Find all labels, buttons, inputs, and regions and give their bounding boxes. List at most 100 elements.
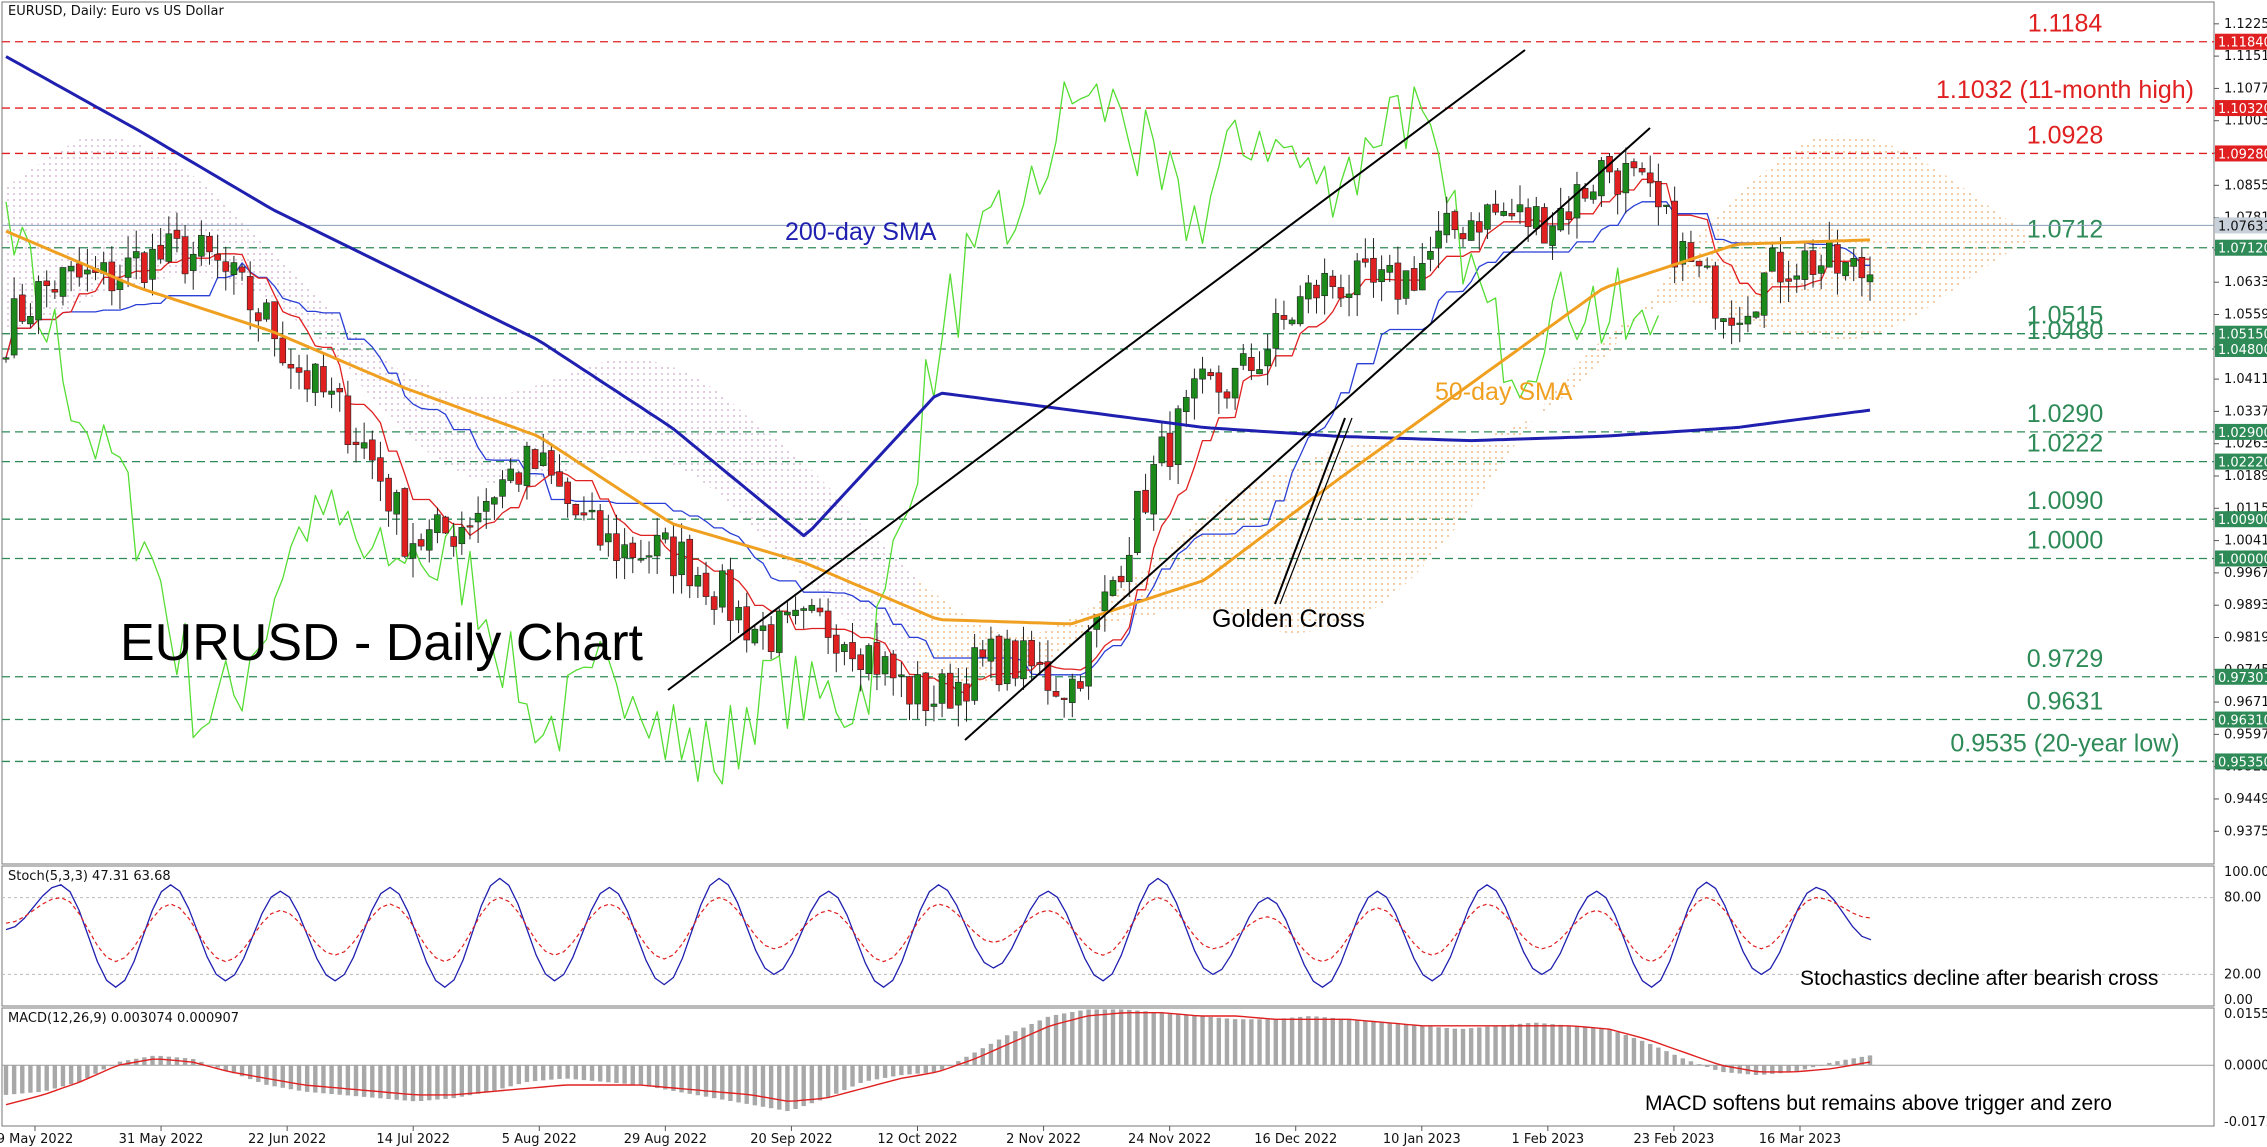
macd-bar	[1257, 1019, 1262, 1066]
price-panel-frame	[1, 1, 2215, 865]
macd-bar	[1298, 1016, 1303, 1066]
candle-bull	[1760, 272, 1768, 316]
level-axis-box	[2215, 550, 2267, 567]
candle-bear	[51, 289, 59, 293]
macd-bar	[1631, 1037, 1637, 1066]
macd-bar	[1387, 1022, 1392, 1066]
level-axis-box	[2215, 453, 2267, 470]
price-y-axis: 1.122501.115101.107701.100301.092901.085…	[2214, 17, 2267, 839]
macd-bar	[817, 1065, 823, 1101]
candle-bear	[629, 542, 637, 558]
candle-bull	[678, 541, 685, 576]
level-axis-label: 0.95350	[2218, 755, 2267, 770]
candle-bear	[1858, 257, 1866, 279]
candle-bull	[1321, 273, 1328, 297]
candle-bear	[255, 312, 262, 322]
macd-bar	[785, 1065, 790, 1112]
macd-bar	[1420, 1025, 1425, 1066]
candle-bull	[1101, 591, 1109, 612]
macd-bar	[1452, 1028, 1458, 1066]
level-axis-box	[2215, 423, 2267, 440]
candle-bull	[132, 251, 140, 259]
macd-bar	[980, 1048, 985, 1066]
candle-bear	[214, 253, 221, 261]
x-tick-label: 2 Nov 2022	[1006, 1132, 1081, 1147]
candle-bull	[1720, 318, 1727, 323]
macd-bar	[834, 1065, 839, 1094]
candle-bear	[352, 441, 360, 445]
macd-bar	[630, 1065, 635, 1085]
level-axis-box	[2215, 145, 2267, 162]
macd-bar	[1053, 1014, 1059, 1066]
macd-bar	[939, 1065, 945, 1070]
candle-bull	[653, 534, 661, 557]
macd-bar	[1354, 1020, 1360, 1066]
x-tick-label: 31 May 2022	[119, 1132, 204, 1147]
level-label: 1.0515	[2027, 302, 2103, 330]
chart-title: EURUSD - Daily Chart	[120, 614, 644, 672]
candle-bull	[1598, 160, 1605, 197]
candle-bull	[263, 302, 270, 320]
candle-bear	[1695, 260, 1703, 267]
candle-bear	[1646, 172, 1654, 184]
macd-bar	[1843, 1059, 1848, 1066]
level-axis-box	[2215, 340, 2267, 357]
candle-bull	[955, 681, 962, 706]
macd-bar	[1550, 1024, 1555, 1066]
candle-bull	[971, 647, 978, 701]
candle-bull	[499, 479, 506, 497]
macd-bar	[1542, 1023, 1547, 1066]
macd-bar	[1200, 1016, 1205, 1066]
candle-bull	[1516, 204, 1524, 213]
candle-bull	[621, 544, 628, 559]
macd-bar	[1827, 1062, 1832, 1066]
candle-bear	[1475, 221, 1483, 233]
level-axis-label: 1.00900	[2218, 513, 2267, 528]
candle-bear	[1581, 188, 1589, 199]
candle-bull	[1703, 265, 1711, 268]
macd-bar	[337, 1065, 342, 1095]
candle-bull	[1826, 240, 1833, 268]
x-tick-label: 5 Aug 2022	[502, 1132, 577, 1147]
candle-bull	[1109, 580, 1117, 596]
macd-bar	[1078, 1010, 1083, 1066]
candle-bear	[767, 624, 775, 652]
moving-averages	[5, 55, 1871, 626]
candle-bear	[849, 642, 856, 660]
y-tick-label: 1.06330	[2224, 275, 2267, 290]
candle-bull	[2, 357, 10, 360]
candle-bear	[279, 337, 287, 364]
candle-bear	[824, 610, 832, 638]
candle-bear	[816, 607, 824, 613]
candle-bear	[442, 516, 449, 534]
candle-bull	[1264, 349, 1271, 367]
level-label: 1.1184	[2028, 10, 2103, 38]
candle-bull	[1182, 397, 1190, 412]
x-tick-label: 12 Oct 2022	[877, 1132, 957, 1147]
macd-bar	[296, 1065, 302, 1091]
level-axis-label: 1.05150	[2218, 328, 2267, 343]
macd-bar	[907, 1065, 912, 1075]
x-tick-label: 24 Nov 2022	[1128, 1132, 1211, 1147]
candle-bull	[1679, 240, 1687, 265]
macd-bar	[288, 1065, 294, 1090]
macd-bar	[858, 1065, 863, 1083]
macd-bar	[304, 1065, 310, 1092]
macd-bar	[85, 1065, 90, 1079]
macd-bar	[1379, 1022, 1384, 1066]
candle-bull	[1500, 211, 1508, 216]
candle-bull	[1866, 274, 1874, 283]
macd-bar	[1029, 1024, 1034, 1066]
candle-bear	[1117, 575, 1125, 583]
candle-bear	[832, 634, 840, 654]
macd-bar	[1184, 1014, 1189, 1066]
macd-bar	[1664, 1051, 1669, 1066]
candle-bull	[189, 254, 197, 271]
macd-bar	[1151, 1011, 1156, 1066]
macd-bar	[996, 1039, 1002, 1066]
level-axis-label: 1.07120	[2218, 242, 2267, 257]
candle-bear	[1060, 697, 1068, 700]
